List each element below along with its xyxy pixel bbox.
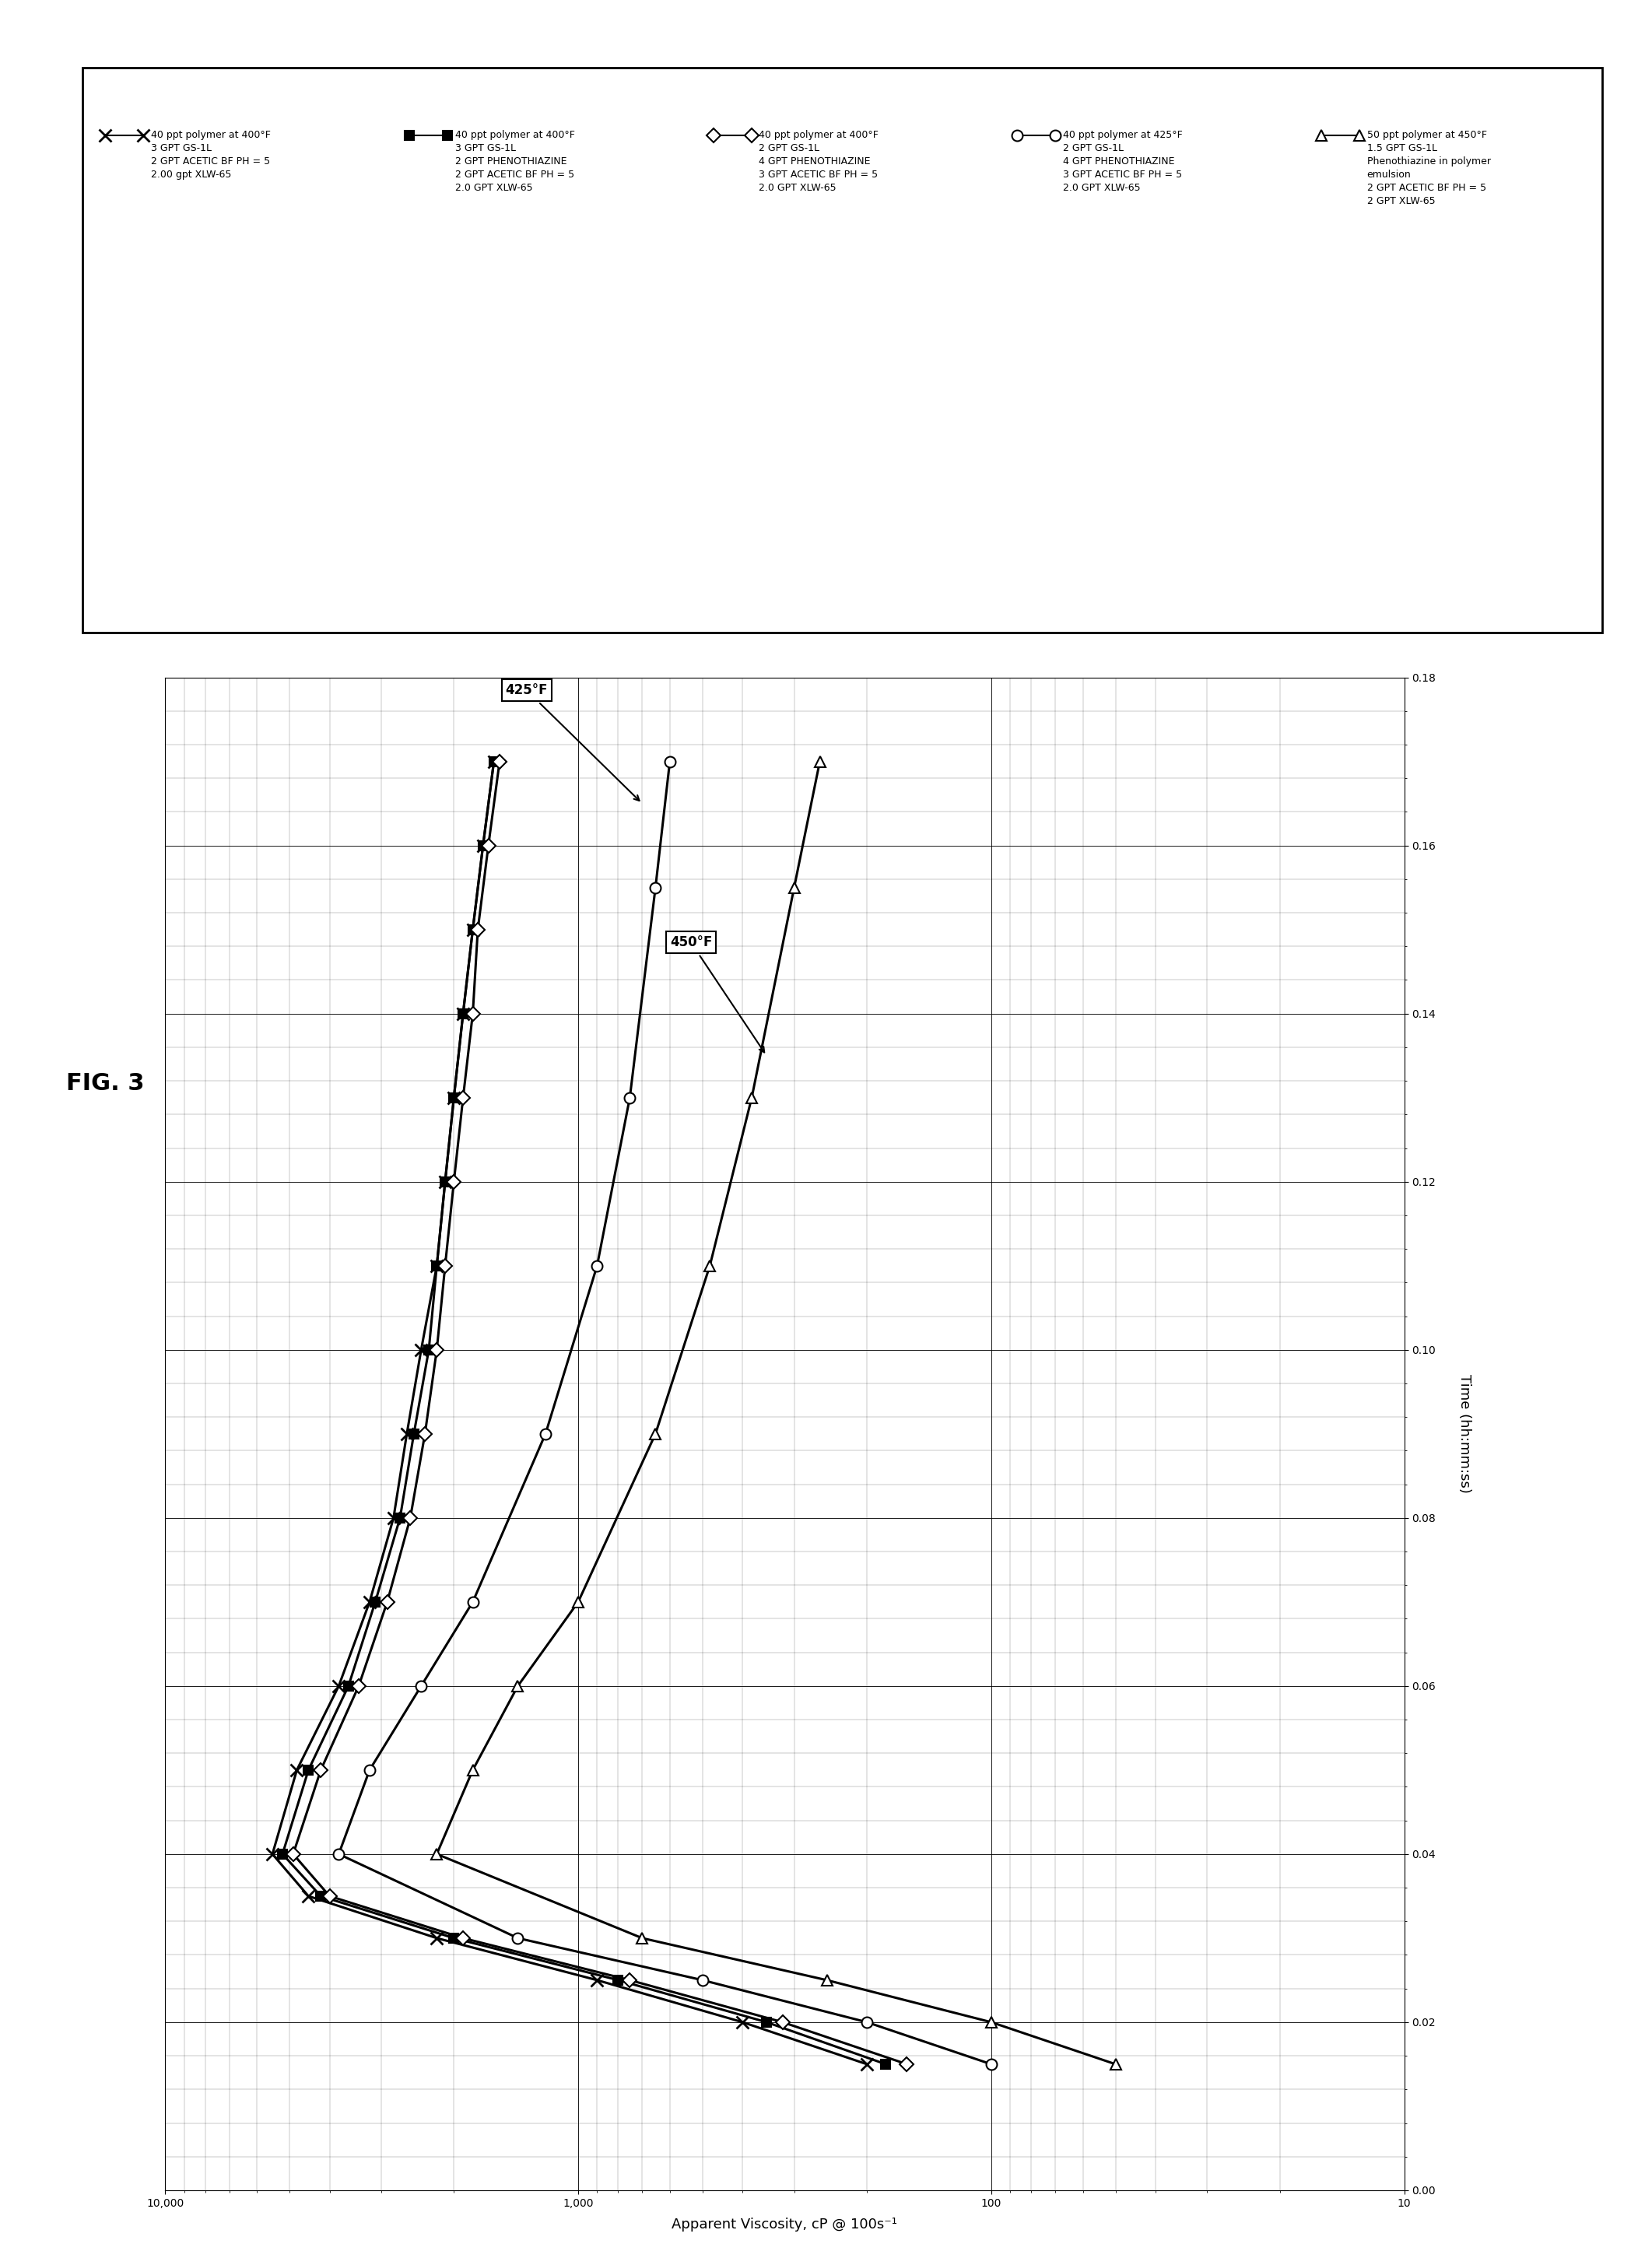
Text: 40 ppt polymer at 400°F
3 GPT GS-1L
2 GPT ACETIC BF PH = 5
2.00 gpt XLW-65: 40 ppt polymer at 400°F 3 GPT GS-1L 2 GP… [150,129,271,181]
Text: 50 ppt polymer at 450°F
1.5 GPT GS-1L
Phenothiazine in polymer
emulsion
2 GPT AC: 50 ppt polymer at 450°F 1.5 GPT GS-1L Ph… [1366,129,1490,205]
Y-axis label: Time (hh:mm:ss): Time (hh:mm:ss) [1457,1375,1472,1493]
Text: 40 ppt polymer at 400°F
2 GPT GS-1L
4 GPT PHENOTHIAZINE
3 GPT ACETIC BF PH = 5
2: 40 ppt polymer at 400°F 2 GPT GS-1L 4 GP… [758,129,879,192]
X-axis label: Apparent Viscosity, cP @ 100s⁻¹: Apparent Viscosity, cP @ 100s⁻¹ [672,2217,897,2231]
Text: 425°F: 425°F [506,684,639,802]
Text: FIG. 3: FIG. 3 [66,1073,144,1095]
Text: 450°F: 450°F [669,935,765,1052]
Text: 40 ppt polymer at 425°F
2 GPT GS-1L
4 GPT PHENOTHIAZINE
3 GPT ACETIC BF PH = 5
2: 40 ppt polymer at 425°F 2 GPT GS-1L 4 GP… [1062,129,1183,192]
Text: 40 ppt polymer at 400°F
3 GPT GS-1L
2 GPT PHENOTHIAZINE
2 GPT ACETIC BF PH = 5
2: 40 ppt polymer at 400°F 3 GPT GS-1L 2 GP… [454,129,575,192]
